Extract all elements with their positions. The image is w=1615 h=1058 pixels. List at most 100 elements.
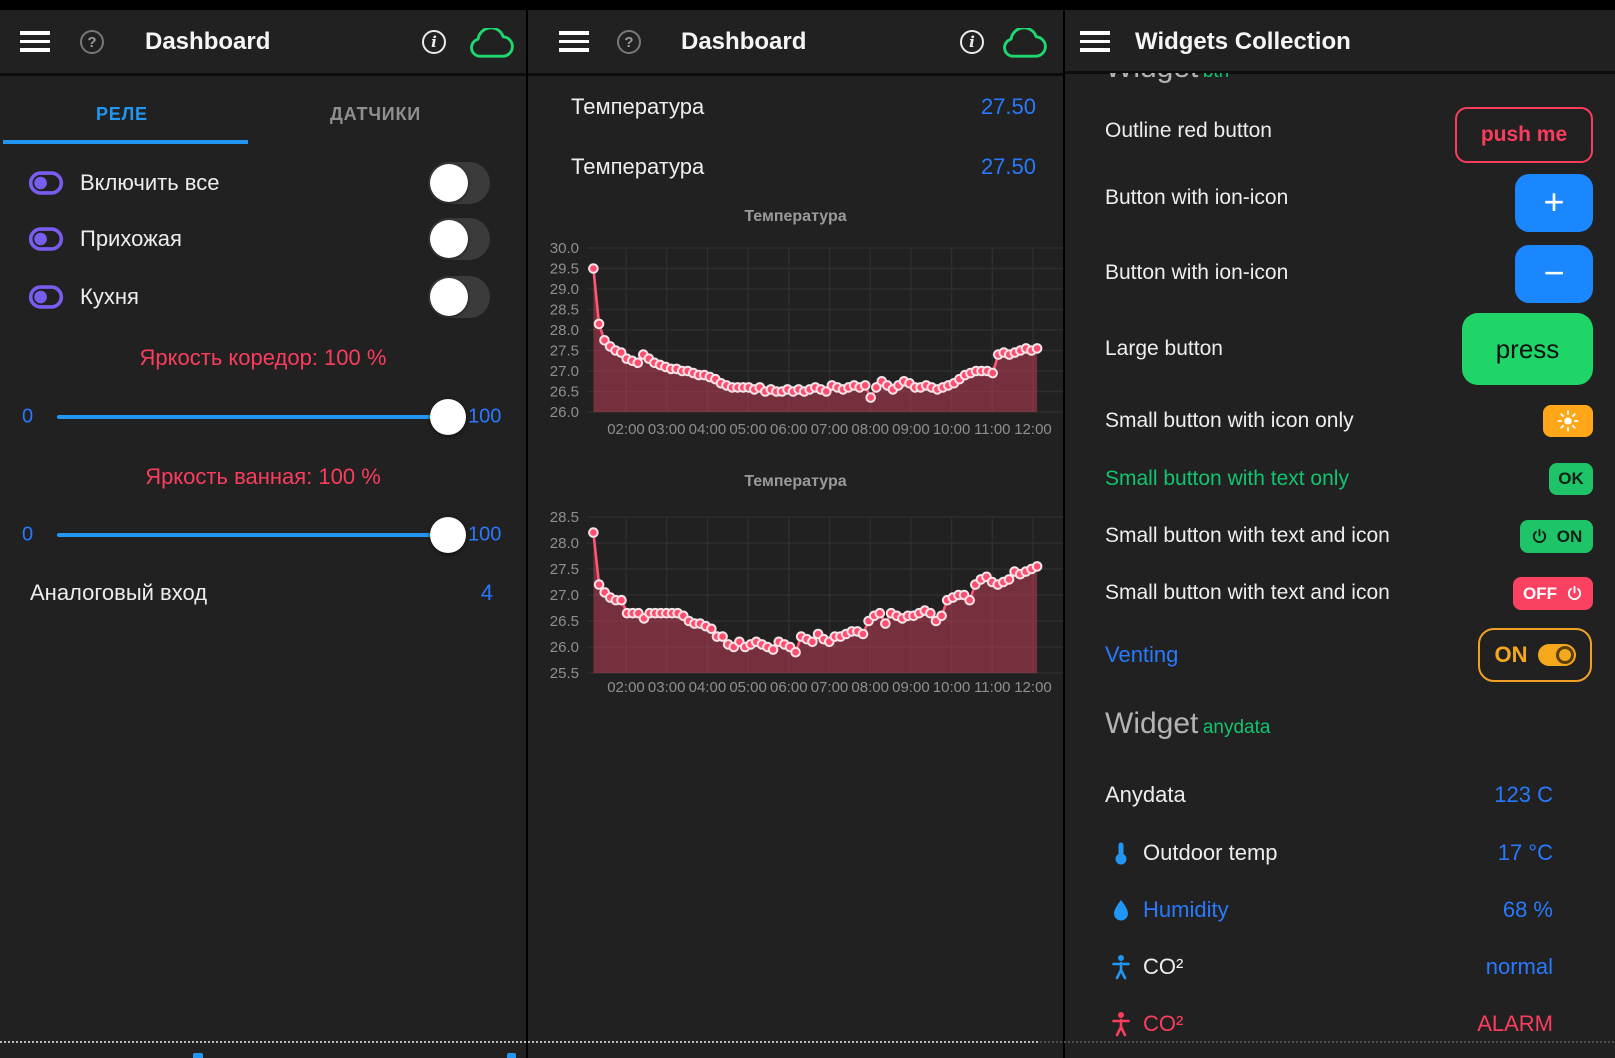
widget-row-label: Outline red button	[1105, 119, 1272, 142]
switch-knob	[430, 220, 468, 258]
section-heading-sub: btn	[1203, 73, 1229, 82]
svg-text:06:00: 06:00	[770, 421, 808, 438]
svg-text:02:00: 02:00	[607, 679, 645, 696]
page-title: Dashboard	[145, 28, 271, 55]
svg-text:02:00: 02:00	[607, 421, 645, 438]
svg-text:12:00: 12:00	[1014, 679, 1052, 696]
info-icon[interactable]: i	[422, 30, 446, 54]
widget-row-label: Button with ion-icon	[1105, 186, 1289, 209]
body-alarm-icon	[1112, 1012, 1130, 1037]
menu-icon[interactable]	[1080, 31, 1110, 52]
plus-button[interactable]: +	[1515, 174, 1593, 232]
switch-row-label: Прихожая	[80, 226, 182, 251]
plus-icon: +	[1543, 180, 1565, 222]
svg-text:08:00: 08:00	[851, 679, 889, 696]
page-title: Dashboard	[681, 28, 807, 55]
cutoff-blue-element	[507, 1053, 516, 1058]
svg-text:26.5: 26.5	[550, 613, 579, 630]
section-heading-sub: anydata	[1202, 717, 1271, 738]
svg-text:29.5: 29.5	[550, 261, 579, 278]
svg-text:10:00: 10:00	[933, 679, 971, 696]
slider-knob[interactable]	[430, 399, 466, 435]
panel-widgets-collection: Widgets Collection Widget btn Outline re…	[1065, 10, 1615, 1058]
relay-toggle-icon	[28, 227, 64, 251]
svg-text:07:00: 07:00	[811, 679, 849, 696]
svg-text:04:00: 04:00	[689, 421, 727, 438]
cloud-icon	[1003, 28, 1047, 58]
widget-row-label: Large button	[1105, 337, 1223, 360]
slider-track[interactable]	[57, 533, 463, 537]
data-row-value: normal	[1485, 954, 1553, 979]
svg-text:09:00: 09:00	[892, 421, 930, 438]
temperature-value: 27.50	[980, 94, 1036, 119]
bottom-dotted-divider-dim	[1040, 1041, 1615, 1043]
tab-sensors[interactable]: ДАТЧИКИ	[330, 104, 422, 124]
widget-row-label: Small button with text and icon	[1105, 524, 1390, 547]
svg-text:28.0: 28.0	[550, 535, 579, 552]
svg-text:04:00: 04:00	[689, 679, 727, 696]
svg-text:09:00: 09:00	[892, 679, 930, 696]
analog-input-label: Аналоговый вход	[30, 580, 208, 605]
push-me-button[interactable]: push me	[1455, 107, 1593, 163]
on-button-text: ON	[1556, 526, 1583, 546]
help-icon[interactable]: ?	[80, 30, 104, 54]
svg-text:10:00: 10:00	[933, 421, 971, 438]
switch-all[interactable]	[428, 162, 490, 204]
sun-button[interactable]	[1543, 405, 1593, 437]
chart-title: Температура	[744, 208, 847, 225]
section-heading-title: Widget	[1105, 73, 1198, 84]
cutoff-blue-element	[193, 1053, 203, 1058]
data-row-value: 17 °C	[1497, 840, 1553, 865]
on-button[interactable]: ON	[1520, 520, 1593, 553]
off-button[interactable]: OFF	[1513, 577, 1593, 610]
venting-label: Venting	[1105, 642, 1179, 667]
switch-knob	[430, 164, 468, 202]
slider-max: 100	[468, 523, 502, 546]
cloud-icon	[470, 28, 514, 58]
svg-text:26.0: 26.0	[550, 404, 579, 421]
switch-hallway[interactable]	[428, 218, 490, 260]
relay-toggle-icon	[28, 285, 64, 309]
slider-knob[interactable]	[430, 517, 466, 553]
widget-row-label: Small button with text only	[1105, 467, 1349, 490]
svg-text:28.5: 28.5	[550, 509, 579, 526]
data-row-value: ALARM	[1477, 1011, 1553, 1036]
clipped-section-heading: Widget btn	[1105, 73, 1405, 89]
help-icon[interactable]: ?	[617, 30, 641, 54]
svg-text:11:00: 11:00	[974, 679, 1010, 696]
menu-icon[interactable]	[20, 31, 50, 52]
water-drop-icon	[1114, 900, 1128, 921]
slider-track[interactable]	[57, 415, 463, 419]
venting-toggle-button[interactable]: ON	[1478, 628, 1592, 682]
info-icon[interactable]: i	[960, 30, 984, 54]
svg-text:12:00: 12:00	[1014, 421, 1052, 438]
svg-text:07:00: 07:00	[811, 421, 849, 438]
press-button[interactable]: press	[1462, 313, 1593, 385]
widget-row-label: Small button with icon only	[1105, 409, 1354, 432]
active-tab-underline	[3, 140, 248, 144]
svg-text:25.5: 25.5	[550, 665, 579, 682]
data-row-value: 68 %	[1502, 897, 1553, 922]
temperature-label: Температура	[571, 154, 705, 179]
slider-min: 0	[22, 523, 34, 546]
panel-dashboard-charts: ? Dashboard i Температура 27.50 Температ…	[528, 10, 1063, 1058]
power-icon	[1532, 528, 1546, 543]
panel-dashboard-relays: ? Dashboard i РЕЛЕ ДАТЧИКИ Включить все …	[0, 10, 526, 1058]
menu-icon[interactable]	[559, 31, 589, 52]
svg-text:06:00: 06:00	[770, 679, 808, 696]
svg-text:05:00: 05:00	[729, 421, 767, 438]
minus-button[interactable]: −	[1515, 245, 1593, 303]
slider-max: 100	[468, 405, 502, 428]
temperature-value: 27.50	[980, 154, 1036, 179]
body-icon	[1112, 955, 1130, 980]
tab-relays[interactable]: РЕЛЕ	[96, 104, 148, 124]
switch-kitchen[interactable]	[428, 276, 490, 318]
svg-text:11:00: 11:00	[974, 421, 1010, 438]
svg-text:29.0: 29.0	[550, 281, 579, 298]
svg-text:03:00: 03:00	[648, 679, 686, 696]
ok-button[interactable]: OK	[1549, 463, 1593, 495]
data-row-label: CO²	[1143, 1011, 1184, 1036]
data-row-label: Humidity	[1143, 897, 1229, 922]
temperature-label: Температура	[571, 94, 705, 119]
